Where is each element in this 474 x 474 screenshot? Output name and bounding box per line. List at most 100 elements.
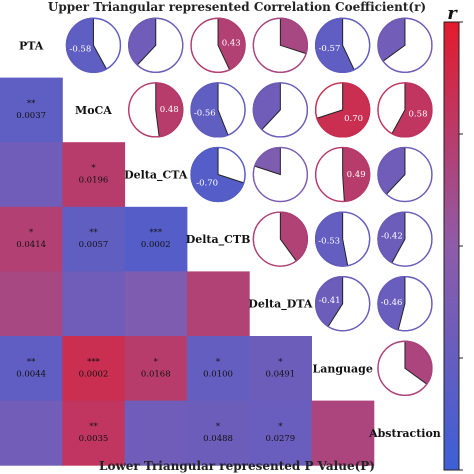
- correlation-pie: [377, 340, 433, 396]
- p-value-cell: * 0.0100: [186, 336, 250, 402]
- p-value-cell: * 0.0279: [249, 400, 312, 466]
- p-value-tile: [124, 336, 188, 402]
- p-value-cell: *** 0.0002: [62, 336, 126, 402]
- pie-value-label: 0.58: [409, 109, 428, 119]
- correlation-pie: [377, 146, 433, 203]
- p-value-cell: *** 0.0002: [124, 206, 188, 272]
- p-value-tile: [311, 400, 375, 466]
- correlation-pie: -0.46: [377, 276, 433, 332]
- correlation-pie: [252, 82, 309, 138]
- significance-stars: ***: [149, 228, 163, 238]
- p-value-tile: [124, 206, 188, 272]
- p-value-tile: [186, 271, 250, 337]
- chart-title: Upper Triangular represented Correlation…: [48, 0, 426, 14]
- pie-ring: [377, 146, 433, 203]
- p-value-text: 0.0168: [141, 369, 171, 379]
- p-value-cell: [0, 400, 63, 466]
- correlation-pie: -0.70: [190, 146, 246, 203]
- p-value-cell: ** 0.0035: [62, 400, 126, 466]
- pie-value-label: -0.53: [318, 236, 340, 246]
- pie-value-label: 0.70: [344, 114, 363, 124]
- p-value-cell: ** 0.0057: [62, 206, 126, 272]
- pie-ring: [377, 211, 433, 267]
- pie-ring: [377, 82, 433, 138]
- pie-value-label: 0.49: [347, 170, 366, 180]
- pie-ring: [252, 82, 309, 138]
- p-value-cell: * 0.0168: [124, 336, 188, 402]
- correlation-pie: [252, 146, 309, 203]
- p-value-text: 0.0035: [79, 434, 109, 444]
- correlation-pie: [377, 17, 433, 73]
- variable-labels: PTA MoCA Delta_CTA Delta_CTB Delta_DTA Langua…: [19, 39, 441, 440]
- variable-label: Abstraction: [368, 427, 441, 440]
- legend-color-bar: [443, 21, 460, 471]
- p-value-cell: ** 0.0037: [0, 77, 63, 143]
- variable-label: MoCA: [75, 104, 112, 117]
- pie-value-label: 0.48: [160, 105, 179, 115]
- correlation-pie: 0.49: [314, 146, 371, 203]
- p-value-tile: [62, 400, 126, 466]
- p-value-tile: [186, 400, 250, 466]
- p-value-tile: [62, 271, 126, 337]
- p-value-text: 0.0044: [16, 369, 46, 379]
- p-value-tile: [0, 142, 63, 208]
- significance-stars: *: [216, 357, 221, 367]
- pie-ring: [65, 17, 122, 73]
- variable-label: Language: [312, 362, 372, 375]
- p-value-tile: [62, 142, 126, 208]
- pie-ring: [190, 17, 246, 73]
- p-value-tile: [124, 271, 188, 337]
- pie-value-label: 0.43: [222, 38, 241, 48]
- p-value-text: 0.0414: [16, 240, 46, 250]
- p-value-tile: [124, 400, 188, 466]
- p-value-tile: [0, 206, 63, 272]
- significance-stars: *: [278, 422, 283, 432]
- significance-stars: *: [91, 164, 96, 174]
- significance-stars: *: [154, 357, 159, 367]
- p-value-tile: [0, 77, 63, 143]
- correlation-pie: -0.56: [190, 82, 246, 138]
- p-value-cell: [124, 400, 188, 466]
- pie-ring: [314, 82, 371, 138]
- variable-label: PTA: [19, 39, 44, 52]
- pie-ring: [377, 17, 433, 73]
- color-legend: r: [443, 3, 463, 471]
- p-value-tile: [62, 206, 126, 272]
- correlation-pie: -0.57: [314, 17, 371, 73]
- correlation-pie: -0.42: [377, 211, 433, 267]
- variable-label: Delta_CTB: [186, 233, 251, 247]
- pie-ring: [128, 82, 184, 138]
- p-value-cell: ** 0.0044: [0, 336, 63, 402]
- pie-ring: [252, 146, 309, 203]
- p-value-text: 0.0279: [265, 434, 295, 444]
- pie-ring: [377, 276, 433, 332]
- pie-value-label: -0.57: [319, 44, 341, 54]
- significance-stars: **: [27, 99, 36, 109]
- correlation-pie: [252, 211, 309, 267]
- pie-value-label: -0.58: [69, 45, 91, 55]
- correlation-pie: [128, 17, 184, 73]
- pie-value-label: -0.70: [196, 178, 218, 188]
- significance-stars: *: [278, 357, 283, 367]
- correlation-pie: -0.41: [314, 276, 371, 332]
- variable-label: Delta_CTA: [124, 169, 188, 183]
- p-value-text: 0.0100: [203, 369, 233, 379]
- pie-ring: [190, 146, 246, 203]
- correlation-pie: -0.58: [65, 17, 122, 73]
- matrix-cells: **0.0037*0.0196*0.0414**0.0057***0.0002*…: [0, 17, 433, 466]
- p-value-tile: [249, 336, 312, 402]
- significance-stars: *: [29, 228, 34, 238]
- p-value-tile: [0, 271, 63, 337]
- p-value-text: 0.0196: [79, 176, 109, 186]
- pie-ring: [314, 276, 371, 332]
- pie-ring: [314, 146, 371, 203]
- pie-ring: [252, 17, 309, 73]
- significance-stars: **: [89, 228, 98, 238]
- p-value-cell: [0, 142, 63, 208]
- p-value-cell: [311, 400, 375, 466]
- p-value-cell: * 0.0491: [249, 336, 312, 402]
- chart-xlabel: Lower Triangular represented P Value(P): [99, 459, 375, 473]
- correlation-pie: -0.53: [314, 211, 371, 267]
- p-value-cell: * 0.0196: [62, 142, 126, 208]
